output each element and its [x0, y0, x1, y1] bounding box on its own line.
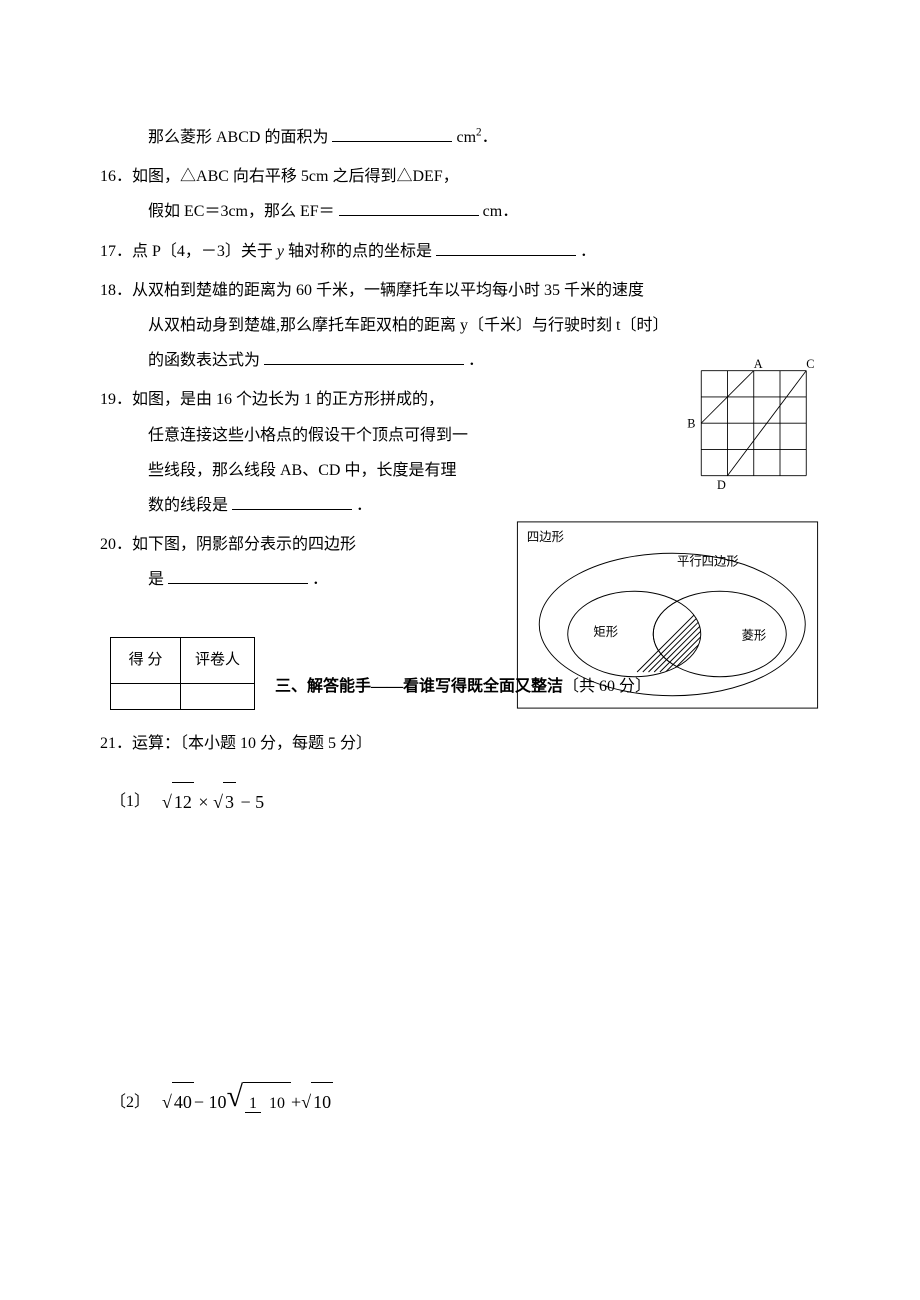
minus10: − 10 — [194, 1083, 227, 1123]
q19-text2: 任意连接这些小格点的假设干个顶点可得到一 — [148, 427, 468, 444]
score-h1: 得 分 — [111, 638, 181, 684]
q15-text: 那么菱形 ABCD 的面积为 — [148, 129, 328, 146]
venn-parallel: 平行四边形 — [677, 555, 739, 569]
q18-num: 18． — [100, 282, 132, 299]
q17-pre: 点 P〔4，－3〕关于 — [132, 243, 277, 260]
question-19: 19．如图，是由 16 个边长为 1 的正方形拼成的， 任意连接这些小格点的假设… — [100, 382, 560, 523]
grid-figure: A C B D — [675, 355, 815, 500]
q18-blank — [264, 348, 464, 366]
times: × — [198, 792, 208, 812]
q17-post: ． — [580, 243, 596, 260]
q20-line2: 是 ． — [100, 562, 420, 597]
frac-den: 10 — [265, 1095, 289, 1112]
grid-label-d: D — [717, 478, 726, 492]
score-cell-2 — [181, 684, 255, 710]
q21-text: 运算：〔本小题 10 分，每题 5 分〕 — [132, 735, 372, 752]
q18-text2: 从双柏动身到楚雄,那么摩托车距双柏的距离 y〔千米〕与行驶时刻 t〔时〕 — [148, 317, 668, 334]
q19-text4-pre: 数的线段是 — [148, 497, 228, 514]
q15-suffix: ． — [482, 129, 498, 146]
venn-figure: 四边形 平行四边形 矩形 菱形 — [515, 520, 820, 710]
q21-sub2-num: 〔2〕 — [110, 1085, 150, 1120]
grid-svg: A C B D — [675, 355, 815, 500]
venn-svg: 四边形 平行四边形 矩形 菱形 — [515, 520, 820, 710]
question-17: 17．点 P〔4，－3〕关于 y 轴对称的点的坐标是 ． — [100, 234, 820, 269]
score-h2: 评卷人 — [181, 638, 255, 684]
sqrt-40: 40 — [172, 1082, 194, 1123]
q17-line: 17．点 P〔4，－3〕关于 y 轴对称的点的坐标是 ． — [100, 234, 820, 269]
q15-line: 那么菱形 ABCD 的面积为 cm2． — [100, 120, 820, 155]
question-16: 16．如图，△ABC 向右平移 5cm 之后得到△DEF， 假如 EC＝3cm，… — [100, 159, 820, 229]
q16-num: 16． — [100, 168, 132, 185]
q17-blank — [436, 238, 576, 256]
q17-mid: 轴对称的点的坐标是 — [284, 243, 432, 260]
q19-num: 19． — [100, 391, 132, 408]
q16-line2: 假如 EC＝3cm，那么 EF＝ cm． — [100, 194, 820, 229]
score-cell-1 — [111, 684, 181, 710]
q19-line1: 19．如图，是由 16 个边长为 1 的正方形拼成的， — [100, 382, 560, 417]
q19-line2: 任意连接这些小格点的假设干个顶点可得到一 — [100, 418, 560, 453]
q17-y: y — [277, 243, 284, 260]
q18-text3-pre: 的函数表达式为 — [148, 352, 260, 369]
q21-sub1-num: 〔1〕 — [110, 784, 150, 819]
score-table: 得 分 评卷人 — [110, 637, 255, 710]
q20-text2-pre: 是 — [148, 571, 164, 588]
q21-num: 21． — [100, 735, 132, 752]
q18-text3-post: ． — [468, 352, 484, 369]
q20-text2-post: ． — [312, 571, 328, 588]
q15-blank — [332, 124, 452, 142]
grid-label-c: C — [806, 357, 814, 371]
plus: + — [291, 1083, 301, 1123]
frac-1-10: 1 10 — [245, 1095, 289, 1113]
venn-outer: 四边形 — [527, 530, 564, 544]
venn-rhombus: 菱形 — [742, 629, 767, 643]
q21-sub1-expr: √12 × √3 − 5 — [162, 782, 264, 823]
question-21: 21．运算：〔本小题 10 分，每题 5 分〕 — [100, 726, 820, 761]
q19-blank — [232, 492, 352, 510]
q20-num: 20． — [100, 536, 132, 553]
q19-line4: 数的线段是 ． — [100, 488, 560, 523]
grid-label-a: A — [754, 357, 763, 371]
sqrt-3: 3 — [223, 782, 236, 823]
q16-text1: 如图，△ABC 向右平移 5cm 之后得到△DEF， — [132, 168, 459, 185]
q21-line: 21．运算：〔本小题 10 分，每题 5 分〕 — [100, 726, 820, 761]
q19-text3: 些线段，那么线段 AB、CD 中，长度是有理 — [148, 462, 456, 479]
q16-blank — [339, 199, 479, 217]
question-15-cont: 那么菱形 ABCD 的面积为 cm2． — [100, 120, 820, 155]
q18-line1: 18．从双柏到楚雄的距离为 60 千米，一辆摩托车以平均每小时 35 千米的速度 — [100, 273, 820, 308]
question-20: 20．如下图，阴影部分表示的四边形 是 ． — [100, 527, 420, 597]
q18-line2: 从双柏动身到楚雄,那么摩托车距双柏的距离 y〔千米〕与行驶时刻 t〔时〕 — [100, 308, 820, 343]
minus5: − 5 — [240, 792, 264, 812]
sqrt-10: 10 — [311, 1082, 333, 1123]
q20-blank — [168, 567, 308, 585]
frac-num: 1 — [245, 1095, 261, 1113]
q20-text1: 如下图，阴影部分表示的四边形 — [132, 536, 356, 553]
q18-text1: 从双柏到楚雄的距离为 60 千米，一辆摩托车以平均每小时 35 千米的速度 — [132, 282, 644, 299]
q15-unit-prefix: cm — [456, 129, 476, 146]
sqrt-12: 12 — [172, 782, 194, 823]
q17-num: 17． — [100, 243, 132, 260]
q16-text2-pre: 假如 EC＝3cm，那么 EF＝ — [148, 203, 335, 220]
q16-text2-post: cm． — [483, 203, 519, 220]
q19-text4-post: ． — [356, 497, 372, 514]
q21-sub2: 〔2〕 √40 − 10 √ 1 10 + √10 — [110, 1082, 820, 1123]
q21-sub2-expr: √40 − 10 √ 1 10 + √10 — [162, 1082, 333, 1123]
q16-line1: 16．如图，△ABC 向右平移 5cm 之后得到△DEF， — [100, 159, 820, 194]
q21-sub1: 〔1〕 √12 × √3 − 5 — [110, 782, 820, 823]
grid-label-b: B — [687, 417, 695, 431]
q19-text1: 如图，是由 16 个边长为 1 的正方形拼成的， — [132, 391, 444, 408]
q19-line3: 些线段，那么线段 AB、CD 中，长度是有理 — [100, 453, 560, 488]
venn-rect: 矩形 — [593, 625, 618, 639]
q20-line1: 20．如下图，阴影部分表示的四边形 — [100, 527, 420, 562]
